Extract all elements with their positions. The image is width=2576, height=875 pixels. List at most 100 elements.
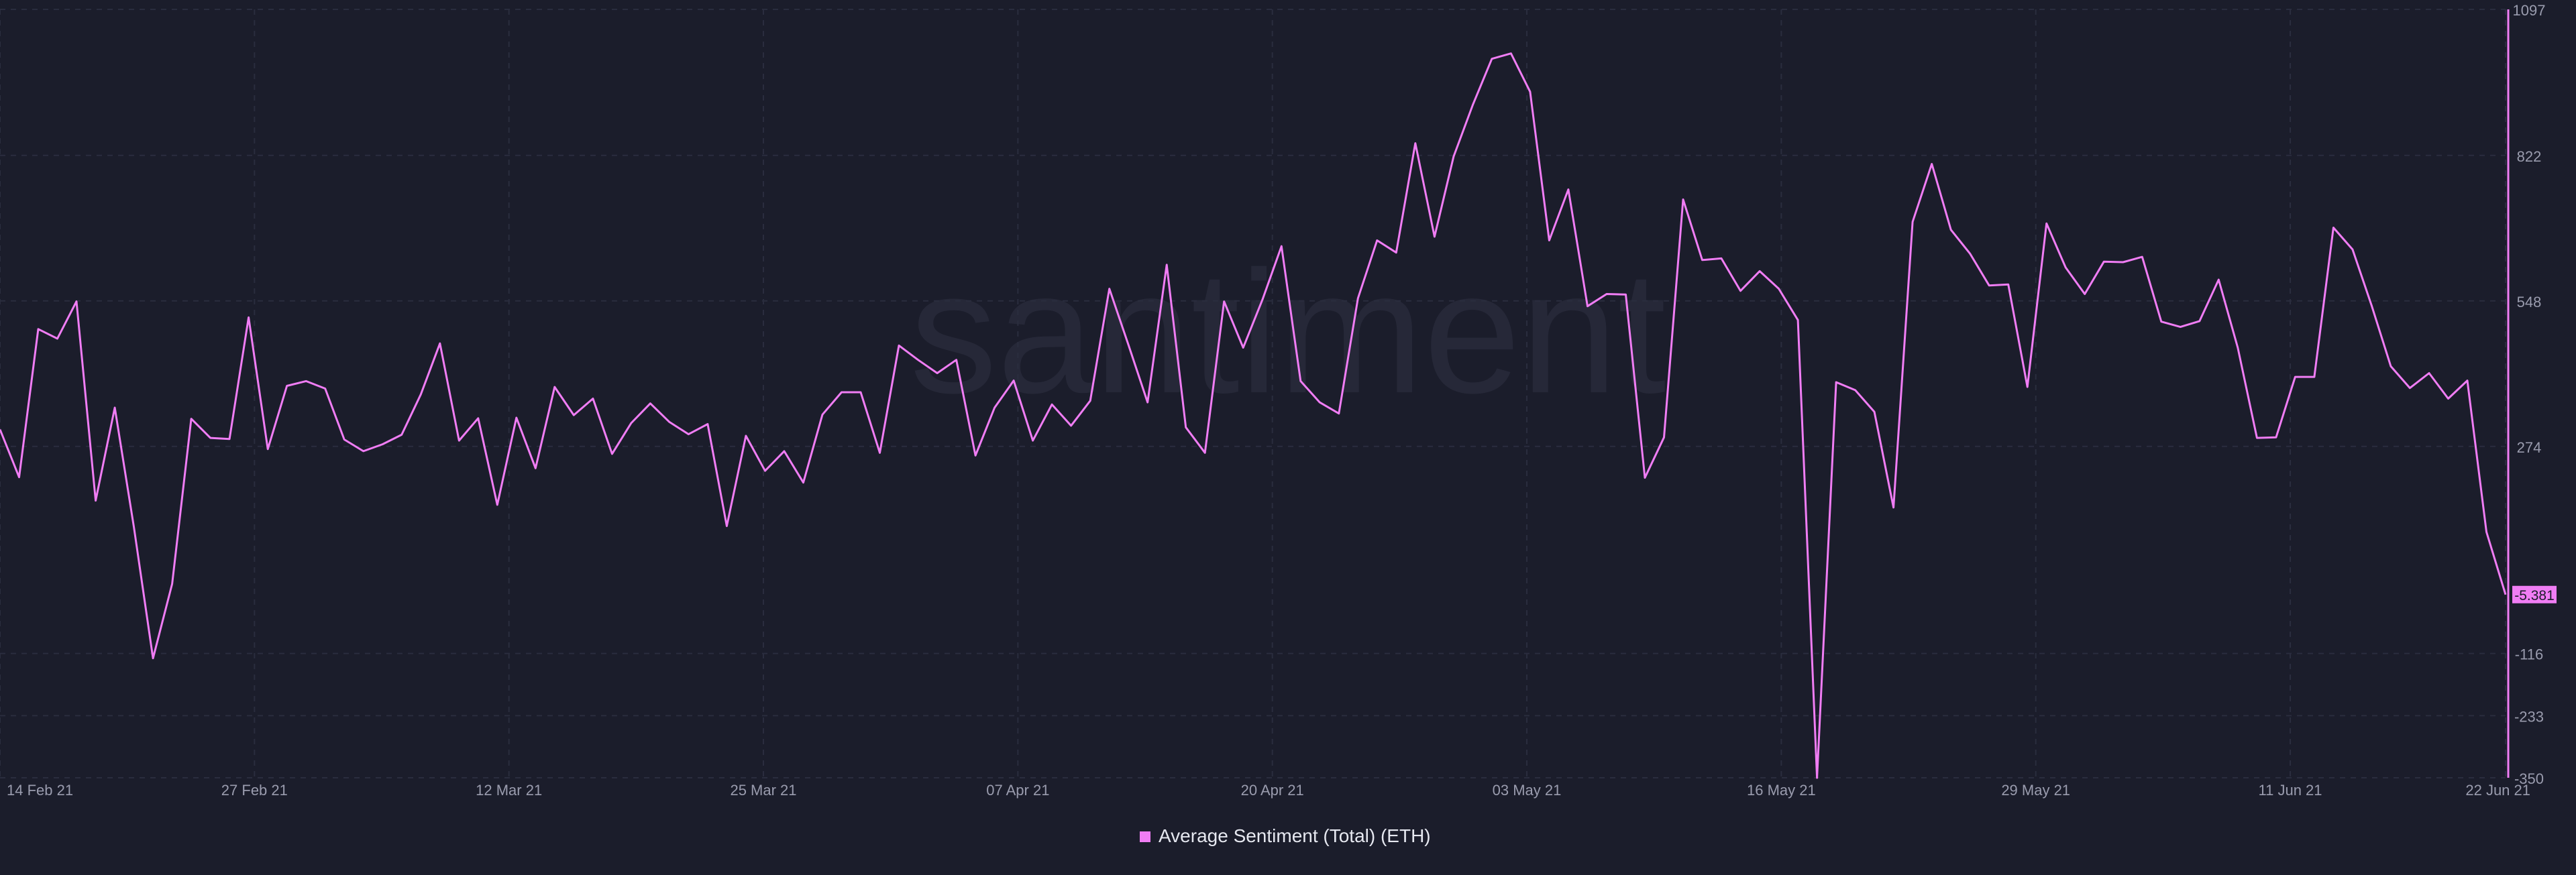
data-point[interactable] [1356, 296, 1360, 300]
data-point[interactable] [533, 466, 537, 470]
data-point[interactable] [1872, 410, 1876, 414]
data-point[interactable] [629, 421, 633, 425]
data-point[interactable] [1394, 251, 1398, 255]
data-point[interactable] [342, 438, 346, 442]
data-point[interactable] [2485, 530, 2489, 534]
data-point[interactable] [2236, 346, 2240, 350]
data-point[interactable] [648, 402, 652, 406]
data-point[interactable] [2121, 260, 2125, 264]
data-point[interactable] [1165, 263, 1169, 267]
data-point[interactable] [2369, 304, 2373, 308]
data-point[interactable] [1796, 318, 1800, 322]
data-point[interactable] [782, 449, 786, 453]
data-point[interactable] [2216, 278, 2220, 282]
data-point[interactable] [1222, 300, 1226, 304]
data-point[interactable] [1490, 57, 1494, 61]
data-point[interactable] [304, 379, 308, 383]
data-point[interactable] [2102, 259, 2106, 264]
data-point[interactable] [1662, 435, 1666, 439]
data-point[interactable] [610, 452, 614, 456]
data-point[interactable] [1318, 400, 1322, 404]
data-point[interactable] [380, 443, 384, 447]
data-point[interactable] [457, 439, 461, 443]
data-point[interactable] [400, 432, 404, 436]
data-point[interactable] [2312, 375, 2316, 379]
data-point[interactable] [1432, 235, 1436, 239]
data-point[interactable] [476, 416, 480, 420]
data-point[interactable] [1509, 52, 1513, 56]
data-point[interactable] [1586, 304, 1590, 308]
data-point[interactable] [2465, 379, 2469, 383]
data-point[interactable] [170, 582, 174, 586]
data-point[interactable] [17, 475, 21, 479]
data-point[interactable] [1911, 220, 1915, 224]
data-point[interactable] [1088, 399, 1092, 403]
data-point[interactable] [2045, 221, 2049, 225]
data-point[interactable] [1337, 412, 1341, 416]
data-point[interactable] [1470, 103, 1474, 107]
data-point[interactable] [1987, 284, 1991, 288]
data-point[interactable] [763, 469, 767, 473]
data-point[interactable] [1413, 141, 1417, 145]
data-point[interactable] [935, 371, 939, 375]
data-point[interactable] [438, 341, 442, 345]
data-point[interactable] [495, 503, 499, 507]
data-point[interactable] [56, 337, 60, 341]
data-point[interactable] [74, 300, 78, 304]
data-point[interactable] [151, 656, 155, 660]
data-point[interactable] [189, 417, 193, 421]
data-point[interactable] [1050, 402, 1054, 406]
data-point[interactable] [2408, 386, 2412, 390]
data-point[interactable] [724, 524, 729, 528]
data-point[interactable] [2293, 375, 2297, 379]
data-point[interactable] [1241, 346, 1245, 350]
data-point[interactable] [2255, 436, 2259, 440]
data-point[interactable] [1452, 154, 1456, 158]
data-point[interactable] [1643, 476, 1647, 480]
data-point[interactable] [2427, 371, 2431, 375]
data-point[interactable] [323, 387, 327, 391]
data-point[interactable] [2331, 226, 2335, 230]
data-point[interactable] [1758, 269, 1762, 273]
data-point[interactable] [1834, 380, 1838, 384]
data-point[interactable] [1566, 188, 1570, 192]
data-point[interactable] [686, 432, 690, 436]
data-point[interactable] [1279, 244, 1283, 248]
data-point[interactable] [94, 499, 98, 503]
data-point[interactable] [1108, 287, 1112, 291]
data-point[interactable] [2389, 364, 2393, 368]
data-point[interactable] [1203, 451, 1207, 455]
data-point[interactable] [0, 428, 2, 432]
data-point[interactable] [667, 420, 672, 424]
data-point[interactable] [1069, 424, 1073, 428]
data-point[interactable] [285, 384, 289, 388]
data-point[interactable] [2025, 385, 2029, 389]
data-point[interactable] [2063, 266, 2068, 270]
data-point[interactable] [2447, 397, 2451, 401]
data-point[interactable] [1719, 256, 1723, 260]
data-point[interactable] [802, 481, 806, 485]
data-point[interactable] [2274, 435, 2278, 439]
data-point[interactable] [591, 397, 595, 401]
data-point[interactable] [1031, 439, 1035, 443]
data-point[interactable] [1547, 239, 1551, 243]
series-line[interactable] [0, 52, 2507, 779]
data-point[interactable] [1777, 287, 1781, 291]
data-point[interactable] [840, 390, 844, 394]
data-point[interactable] [1260, 298, 1265, 302]
data-point[interactable] [1299, 379, 1303, 383]
data-point[interactable] [2159, 320, 2163, 324]
data-point[interactable] [113, 406, 117, 410]
data-point[interactable] [2198, 319, 2202, 323]
data-point[interactable] [1968, 251, 1972, 255]
data-point[interactable] [1949, 228, 1953, 232]
data-point[interactable] [2083, 292, 2087, 296]
data-point[interactable] [1701, 258, 1705, 262]
data-point[interactable] [362, 449, 366, 453]
data-point[interactable] [2006, 282, 2010, 286]
data-point[interactable] [2140, 255, 2144, 259]
data-point[interactable] [572, 413, 576, 417]
data-point[interactable] [897, 343, 901, 347]
data-point[interactable] [1126, 343, 1130, 347]
data-point[interactable] [1605, 292, 1609, 296]
